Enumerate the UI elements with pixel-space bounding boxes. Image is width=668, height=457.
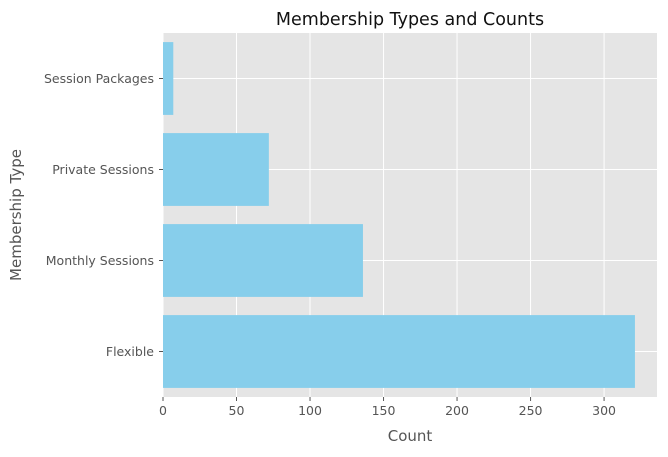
bars (163, 42, 635, 388)
x-tick-label: 150 (372, 403, 396, 418)
bar-private-sessions (163, 133, 269, 206)
x-tick-label: 50 (229, 403, 245, 418)
x-tick-label: 100 (298, 403, 322, 418)
bar-flexible (163, 315, 635, 388)
x-axis-ticks: 0 50 100 150 200 250 300 (159, 397, 616, 418)
chart-title: Membership Types and Counts (276, 10, 544, 30)
x-axis-label: Count (388, 427, 433, 445)
x-tick-label: 0 (159, 403, 167, 418)
y-tick-label: Session Packages (44, 71, 154, 86)
bar-monthly-sessions (163, 224, 363, 297)
x-tick-label: 200 (445, 403, 469, 418)
x-tick-label: 300 (592, 403, 616, 418)
y-axis-label: Membership Type (7, 149, 25, 281)
y-tick-label: Private Sessions (52, 162, 154, 177)
y-axis-ticks: Flexible Monthly Sessions Private Sessions… (44, 71, 163, 359)
y-tick-label: Flexible (106, 344, 154, 359)
y-tick-label: Monthly Sessions (46, 253, 154, 268)
x-tick-label: 250 (519, 403, 543, 418)
bar-session-packages (163, 42, 174, 115)
